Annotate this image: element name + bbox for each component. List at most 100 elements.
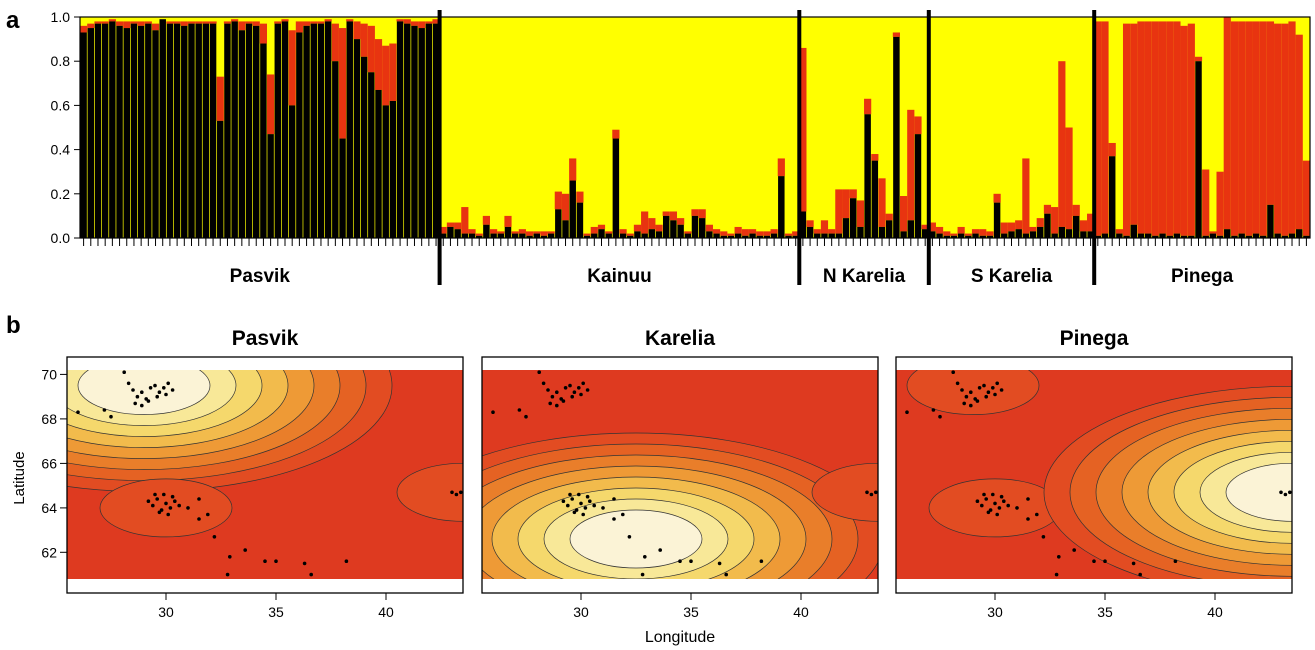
bar-black-segment xyxy=(684,233,692,238)
sample-site-dot xyxy=(197,517,201,521)
bar-black-segment xyxy=(1116,233,1123,238)
bar-red-segment xyxy=(576,191,584,203)
bar-black-segment xyxy=(1216,235,1224,238)
bar-red-segment xyxy=(166,21,174,24)
bar-red-segment xyxy=(1122,23,1131,236)
bar-black-segment xyxy=(1288,233,1296,238)
sample-site-dot xyxy=(1288,490,1292,495)
y-tick-label: 0.0 xyxy=(51,230,71,246)
bar-red-segment xyxy=(1288,21,1296,234)
bar-red-segment xyxy=(1151,21,1159,236)
sample-site-dot xyxy=(955,381,960,386)
sample-site-dot xyxy=(561,399,566,403)
bar-black-segment xyxy=(1130,224,1138,238)
bar-black-segment xyxy=(1260,235,1267,238)
bar-red-segment xyxy=(1295,34,1303,230)
bar-black-segment xyxy=(1101,233,1109,238)
bar-red-segment xyxy=(554,191,562,210)
panel-label-a: a xyxy=(6,7,20,34)
bar-black-segment xyxy=(281,21,289,239)
group-label: Pinega xyxy=(1171,266,1234,287)
sample-site-dot xyxy=(76,410,80,415)
bar-red-segment xyxy=(907,109,915,221)
bar-black-segment xyxy=(94,23,102,238)
sample-site-dot xyxy=(133,401,137,406)
sample-site-dot xyxy=(555,403,559,408)
map-y-tick-label: 66 xyxy=(41,455,57,471)
sample-site-dot xyxy=(170,388,175,392)
bar-black-segment xyxy=(317,23,325,238)
sample-site-dot xyxy=(177,503,181,508)
sample-site-dot xyxy=(148,386,153,390)
bar-red-segment xyxy=(382,45,390,106)
bar-red-segment xyxy=(792,231,800,236)
sample-site-dot xyxy=(601,506,605,510)
sample-site-dot xyxy=(570,497,574,501)
sample-site-dot xyxy=(583,506,588,510)
bar-black-segment xyxy=(734,233,742,238)
bar-black-segment xyxy=(893,36,900,238)
bar-red-segment xyxy=(835,189,843,234)
sample-site-dot xyxy=(454,492,459,497)
sample-site-dot xyxy=(170,494,175,499)
bar-black-segment xyxy=(346,21,353,239)
bar-black-segment xyxy=(1072,215,1080,238)
sample-site-dot xyxy=(621,512,625,517)
y-tick-label: 0.4 xyxy=(51,142,71,158)
bar-red-segment xyxy=(605,231,613,234)
bar-black-segment xyxy=(1087,231,1094,238)
bar-black-segment xyxy=(756,235,763,238)
bar-black-segment xyxy=(785,235,792,238)
bar-red-segment xyxy=(216,76,224,121)
bar-red-segment xyxy=(784,233,793,236)
bar-red-segment xyxy=(691,209,699,216)
bar-red-segment xyxy=(324,19,332,22)
map-y-tick-label: 68 xyxy=(41,411,57,427)
contour-band xyxy=(811,462,878,522)
sample-site-dot xyxy=(724,572,728,577)
bar-red-segment xyxy=(281,19,289,22)
bar-black-segment xyxy=(511,233,519,238)
bar-red-segment xyxy=(583,233,591,236)
map-title: Pinega xyxy=(1060,327,1129,350)
bar-red-segment xyxy=(1101,21,1109,234)
sample-site-dot xyxy=(964,394,969,399)
sample-site-dot xyxy=(1035,512,1039,517)
bar-black-segment xyxy=(504,226,512,238)
bar-black-segment xyxy=(389,100,397,238)
bar-red-segment xyxy=(748,229,757,234)
sample-site-dot xyxy=(1092,559,1096,563)
bar-red-segment xyxy=(943,231,951,236)
sample-site-dot xyxy=(984,394,988,399)
map-y-tick-label: 70 xyxy=(41,366,57,382)
sample-site-dot xyxy=(561,499,566,504)
sample-site-dot xyxy=(1002,499,1006,504)
bar-black-segment xyxy=(1274,233,1281,238)
sample-site-dot xyxy=(1279,490,1283,495)
bar-black-segment xyxy=(296,32,303,238)
sample-site-dot xyxy=(905,410,909,415)
bar-black-segment xyxy=(698,218,706,238)
bar-black-segment xyxy=(1152,235,1159,238)
sample-site-dot xyxy=(627,535,632,539)
contour-band xyxy=(928,478,1062,538)
bar-red-segment xyxy=(1065,127,1073,230)
sample-site-dot xyxy=(153,383,157,388)
bar-black-segment xyxy=(396,21,404,239)
bar-black-segment xyxy=(1202,235,1209,238)
sample-site-dot xyxy=(173,499,177,504)
bar-red-segment xyxy=(1072,204,1080,216)
bar-red-segment xyxy=(367,25,375,73)
sample-site-dot xyxy=(581,512,585,517)
sample-site-dot xyxy=(1041,535,1046,539)
bar-red-segment xyxy=(202,21,210,24)
bar-black-segment xyxy=(1252,233,1260,238)
bar-red-segment xyxy=(302,21,311,26)
bar-red-segment xyxy=(396,19,404,22)
sample-site-dot xyxy=(153,492,157,497)
bar-black-segment xyxy=(799,211,807,238)
bar-black-segment xyxy=(490,233,497,238)
sample-site-dot xyxy=(579,392,583,397)
bar-black-segment xyxy=(864,114,871,238)
bar-black-segment xyxy=(1245,235,1253,238)
